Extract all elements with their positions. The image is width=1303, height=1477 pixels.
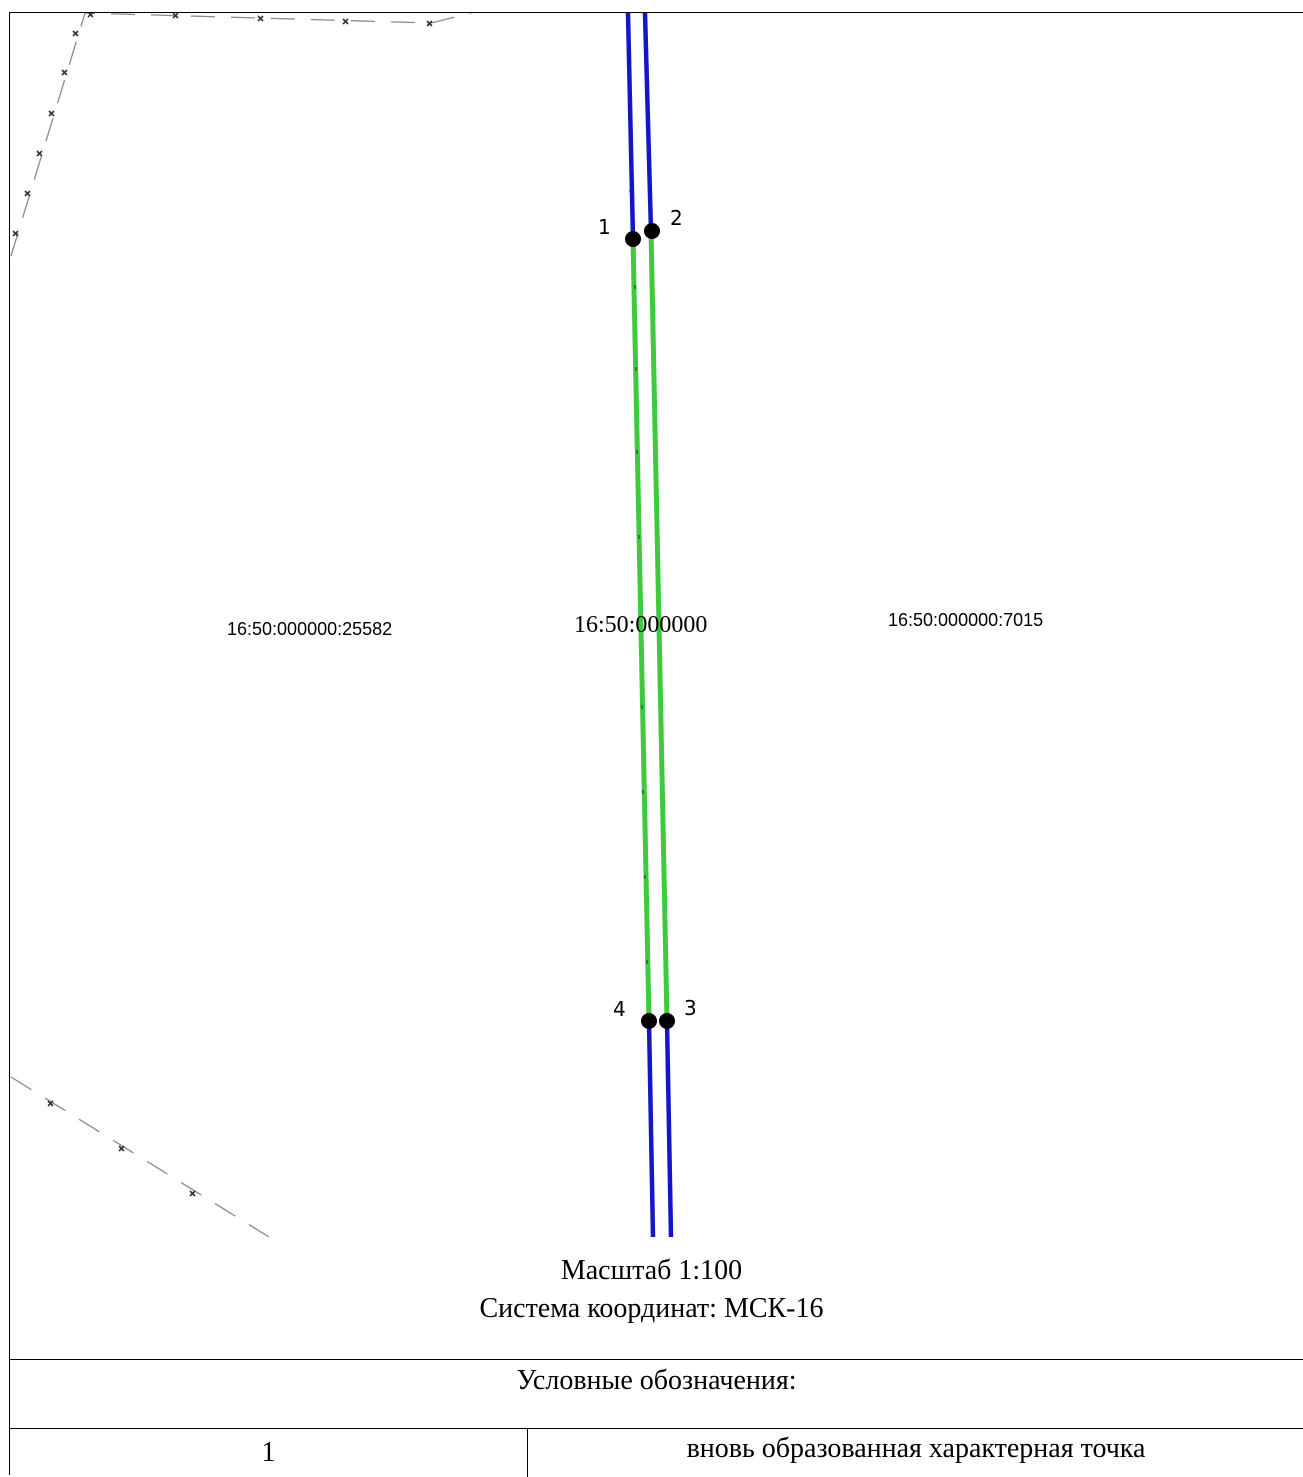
point-label-1: 1 bbox=[598, 215, 611, 239]
legend-table: Условные обозначения: 1 вновь образованн… bbox=[9, 1359, 1303, 1477]
line-vertex-ticks bbox=[628, 110, 654, 1216]
point-3-marker[interactable] bbox=[659, 1013, 675, 1029]
map-frame: 16:50:000000:25582 16:50:000000 16:50:00… bbox=[9, 12, 1303, 1361]
boundary-cross-markers-bottom bbox=[47, 1100, 196, 1197]
point-label-4: 4 bbox=[613, 997, 626, 1021]
legend-symbol: 1 bbox=[10, 1429, 528, 1477]
boundary-cross-markers-top bbox=[12, 13, 433, 237]
crs-caption: Система координат: МСК-16 bbox=[479, 1293, 824, 1324]
scale-caption: Масштаб 1:100 bbox=[560, 1255, 743, 1286]
point-4-marker[interactable] bbox=[641, 1013, 657, 1029]
parcel-boundary-bottom-left bbox=[10, 1076, 270, 1238]
point-2-marker[interactable] bbox=[644, 223, 660, 239]
parcel-label-center: 16:50:000000 bbox=[574, 612, 708, 638]
legend-row: 1 вновь образованная характерная точка bbox=[10, 1428, 1303, 1477]
parcel-label-left: 16:50:000000:25582 bbox=[227, 619, 393, 639]
parcel-boundary-top-left bbox=[10, 13, 472, 257]
new-boundary-lines bbox=[630, 230, 670, 1022]
map-canvas bbox=[10, 13, 675, 1238]
legend-description: вновь образованная характерная точка bbox=[686, 1433, 1146, 1464]
parcel-label-right: 16:50:000000:7015 bbox=[888, 610, 1044, 630]
characteristic-points bbox=[625, 223, 675, 1029]
point-label-2: 2 bbox=[670, 206, 683, 230]
point-label-3: 3 bbox=[684, 996, 697, 1020]
legend-title: Условные обозначения: bbox=[516, 1365, 797, 1396]
point-1-marker[interactable] bbox=[625, 231, 641, 247]
